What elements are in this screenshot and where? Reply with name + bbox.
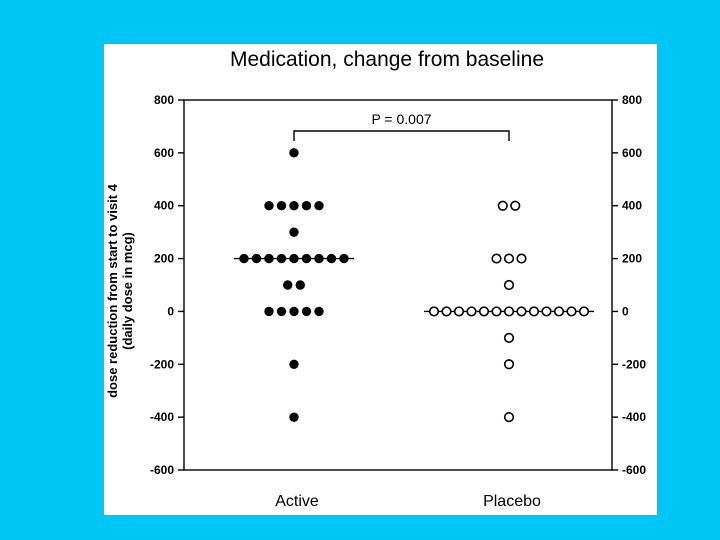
active-data-point — [239, 253, 249, 264]
active-data-point — [289, 253, 299, 264]
active-data-point — [276, 201, 287, 211]
y-tick-label-right: 200 — [622, 252, 642, 266]
left-y-axis: 800 600 400 200 0 -200 -400 -600 — [150, 93, 184, 477]
placebo-data-point — [491, 253, 502, 264]
y-tick-label-right: -200 — [622, 357, 646, 371]
significance-bracket: P = 0.007 — [293, 111, 510, 141]
placebo-data-point — [516, 253, 527, 264]
active-data-point — [301, 201, 312, 211]
placebo-data-point — [516, 306, 527, 317]
placebo-data-point — [503, 253, 515, 264]
y-tick-label-left: 600 — [154, 146, 174, 160]
chart: Medication, change from baseline dose re… — [105, 48, 646, 510]
placebo-data-point — [478, 306, 490, 317]
y-tick-label-left: 400 — [154, 199, 174, 213]
active-data-point — [264, 306, 274, 317]
active-data-point — [339, 253, 349, 264]
active-data-point — [295, 280, 305, 290]
active-data-point — [264, 253, 274, 264]
y-tick-label-right: 800 — [622, 93, 642, 107]
placebo-data-point — [503, 412, 515, 423]
category-label-placebo: Placebo — [483, 493, 541, 510]
y-axis-label-line1: dose reduction from start to visit 4 — [105, 183, 120, 398]
active-data-point — [289, 201, 299, 211]
placebo-data-point — [503, 306, 515, 317]
placebo-data-point — [528, 306, 540, 317]
active-data-point — [264, 201, 274, 211]
x-axis-categories: Active Placebo — [275, 493, 541, 510]
active-data-point — [251, 253, 262, 264]
right-y-axis: 800 600 400 200 0 -200 -400 -600 — [612, 93, 646, 477]
category-label-active: Active — [275, 493, 319, 510]
placebo-data-point — [497, 200, 508, 211]
active-data-point — [314, 306, 324, 317]
placebo-data-point — [466, 306, 477, 317]
y-tick-label-right: 600 — [622, 146, 642, 160]
placebo-data-point — [441, 306, 452, 317]
placebo-data-point — [541, 306, 552, 317]
active-data-point — [314, 253, 324, 264]
y-tick-label-right: -600 — [622, 463, 646, 477]
slide-panel: Medication, change from baseline dose re… — [104, 44, 657, 515]
y-tick-label-left: -200 — [150, 357, 174, 371]
active-data-point — [289, 306, 299, 317]
y-tick-label-left: 200 — [154, 252, 174, 266]
placebo-data-point — [503, 332, 515, 343]
y-tick-label-right: -400 — [622, 410, 646, 424]
active-data-point — [283, 280, 293, 290]
plot-frame — [183, 99, 613, 471]
active-data-point — [289, 359, 299, 369]
active-data-point — [289, 227, 299, 237]
y-tick-label-right: 400 — [622, 199, 642, 213]
placebo-data-point — [553, 306, 565, 317]
active-data-point — [289, 148, 299, 158]
placebo-data-point — [503, 359, 515, 370]
y-tick-label-left: 0 — [167, 304, 174, 318]
placebo-data-point — [491, 306, 502, 317]
placebo-data-point — [566, 306, 577, 317]
bracket-line — [293, 130, 510, 141]
placebo-data-point — [453, 306, 465, 317]
placebo-data-point — [428, 306, 440, 317]
active-data-point — [314, 201, 324, 211]
active-data-point — [289, 412, 299, 422]
active-data-point — [301, 253, 312, 264]
placebo-data-point — [510, 200, 521, 211]
p-value-label: P = 0.007 — [371, 111, 431, 127]
chart-title: Medication, change from baseline — [230, 48, 544, 71]
y-tick-label-left: -400 — [150, 410, 174, 424]
data-points — [239, 148, 590, 423]
active-data-point — [276, 253, 287, 264]
y-tick-label-left: 800 — [154, 93, 174, 107]
placebo-data-point — [578, 306, 590, 317]
active-data-point — [326, 253, 337, 264]
y-axis-label-line2: (daily dose in mcg) — [120, 232, 135, 350]
y-tick-label-right: 0 — [622, 304, 629, 318]
active-data-point — [301, 306, 312, 317]
placebo-data-point — [503, 279, 515, 291]
active-data-point — [276, 306, 287, 317]
y-tick-label-left: -600 — [150, 463, 174, 477]
